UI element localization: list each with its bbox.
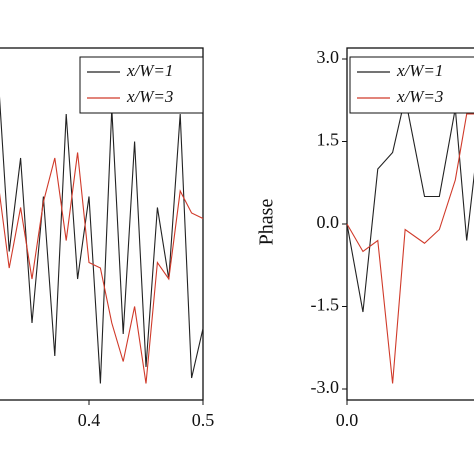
y-tick-label: -3.0: [311, 377, 340, 397]
x-tick-label: 0.0: [336, 410, 359, 430]
legend-label: x/W=3: [126, 87, 173, 106]
legend-label: x/W=1: [126, 61, 173, 80]
legend-box: [349, 56, 474, 114]
legend-box: [79, 56, 204, 114]
x-tick-label: 0.5: [192, 410, 215, 430]
y-tick-label: 1.5: [317, 130, 340, 150]
legend-label: x/W=3: [396, 87, 443, 106]
y-tick-label: 3.0: [317, 47, 340, 67]
x-tick-label: 0.4: [78, 410, 101, 430]
y-tick-label: -1.5: [311, 295, 340, 315]
series-line: [0, 152, 204, 384]
series-line: [346, 97, 474, 313]
y-tick-label: 0.0: [317, 212, 340, 232]
legend-label: x/W=1: [396, 61, 443, 80]
series-line: [346, 113, 474, 384]
series-line: [0, 96, 204, 384]
y-axis-label: Phase: [256, 199, 278, 246]
